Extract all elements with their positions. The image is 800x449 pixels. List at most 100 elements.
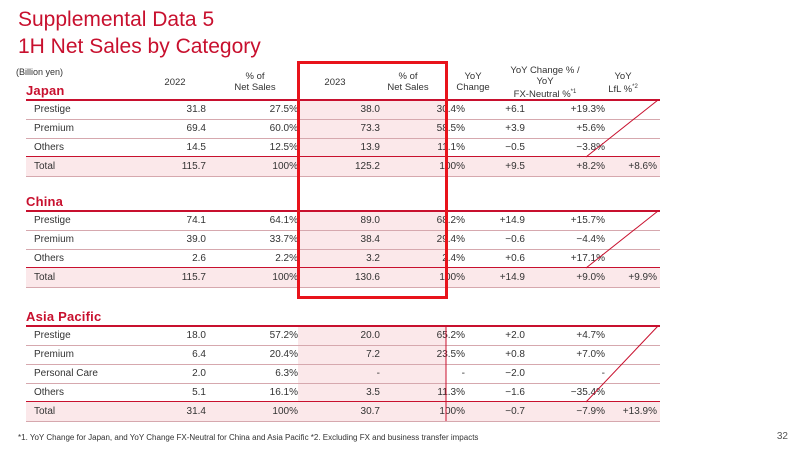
row-label: Personal Care [34, 368, 98, 379]
share-2023: 58.5% [436, 123, 465, 134]
section-title-asia-pacific: Asia Pacific [26, 309, 102, 324]
value-2023: 3.5 [366, 387, 380, 398]
value-2023: 7.2 [366, 349, 380, 360]
share-2022: 60.0% [269, 123, 298, 134]
header-yoy-fx: YoY Change % / YoY FX-Neutral %*1 [510, 65, 580, 101]
header-share-2022: % of Net Sales [234, 71, 276, 93]
table-row: Prestige 31.8 27.5% 38.0 30.4% +6.1 +19.… [26, 100, 660, 119]
value-2023: 38.0 [360, 104, 380, 115]
table-row: Prestige 74.1 64.1% 89.0 68.2% +14.9 +15… [26, 211, 660, 230]
row-divider [26, 345, 660, 346]
row-divider [26, 119, 660, 120]
value-2022: 14.5 [186, 142, 206, 153]
lfl-not-applicable-stroke [585, 210, 659, 269]
table-row: Premium 69.4 60.0% 73.3 58.5% +3.9 +5.6% [26, 119, 660, 138]
unit-label: (Billion yen) [16, 67, 64, 77]
yoy-lfl: +13.9% [622, 406, 657, 417]
lfl-not-applicable-stroke [585, 325, 659, 403]
value-2023: 73.3 [360, 123, 380, 134]
value-2023: 13.9 [360, 142, 380, 153]
share-2023: - [461, 368, 465, 379]
row-label: Total [34, 272, 56, 283]
yoy-fx-neutral: −4.4% [576, 234, 605, 245]
share-2022: 20.4% [269, 349, 298, 360]
row-label: Others [34, 142, 65, 153]
value-2022: 6.4 [192, 349, 206, 360]
yoy-fx-neutral: +15.7% [570, 215, 605, 226]
value-2022: 18.0 [186, 330, 206, 341]
row-divider [26, 421, 660, 422]
yoy-change: −0.6 [505, 234, 525, 245]
yoy-change: +14.9 [499, 215, 525, 226]
value-2022: 31.8 [186, 104, 206, 115]
table-row: Others 5.1 16.1% 3.5 11.3% −1.6 −35.4% [26, 383, 660, 402]
section-title-china: China [26, 194, 64, 209]
share-2022: 100% [272, 161, 298, 172]
section-rule [26, 325, 660, 327]
value-2023: 130.6 [354, 272, 380, 283]
share-2022: 6.3% [275, 368, 298, 379]
row-divider [26, 364, 660, 365]
table-row: Premium 6.4 20.4% 7.2 23.5% +0.8 +7.0% [26, 345, 660, 364]
share-2022: 64.1% [269, 215, 298, 226]
table-row: Others 14.5 12.5% 13.9 11.1% −0.5 −3.8% [26, 138, 660, 157]
value-2022: 74.1 [186, 215, 206, 226]
share-2023: 65.2% [436, 330, 465, 341]
yoy-lfl: +8.6% [628, 161, 657, 172]
value-2023: 89.0 [360, 215, 380, 226]
share-2022: 12.5% [269, 142, 298, 153]
value-2023: 20.0 [360, 330, 380, 341]
yoy-change: −2.0 [505, 368, 525, 379]
row-divider [26, 383, 660, 384]
share-2023: 68.2% [436, 215, 465, 226]
yoy-change: +3.9 [505, 123, 525, 134]
share-2023: 100% [439, 272, 465, 283]
share-2022: 33.7% [269, 234, 298, 245]
share-2023: 11.3% [437, 387, 465, 398]
row-divider [26, 287, 660, 288]
value-2022: 115.7 [181, 161, 206, 172]
value-2022: 39.0 [186, 234, 206, 245]
share-2022: 16.1% [269, 387, 298, 398]
share-2022: 100% [272, 406, 298, 417]
value-2022: 2.6 [192, 253, 206, 264]
value-2023: 125.2 [354, 161, 380, 172]
yoy-change: +0.8 [505, 349, 525, 360]
page-number: 32 [776, 431, 788, 442]
yoy-fx-neutral: +8.2% [576, 161, 605, 172]
row-label: Prestige [34, 330, 71, 341]
share-2023: 2.4% [442, 253, 465, 264]
table-row: Personal Care 2.0 6.3% - - −2.0 - [26, 364, 660, 383]
yoy-fx-neutral: +4.7% [576, 330, 605, 341]
table-row: Prestige 18.0 57.2% 20.0 65.2% +2.0 +4.7… [26, 326, 660, 345]
yoy-fx-neutral: - [601, 368, 605, 379]
header-2023: 2023 [324, 77, 346, 88]
header-yoy-change: YoY Change [456, 71, 490, 93]
value-2023: 38.4 [360, 234, 380, 245]
highlight-frame-2023 [297, 61, 448, 299]
section-rule [26, 99, 660, 101]
value-2022: 31.4 [186, 406, 206, 417]
yoy-lfl: +9.9% [628, 272, 657, 283]
slide-subtitle: 1H Net Sales by Category [18, 35, 261, 58]
share-2022: 2.2% [275, 253, 298, 264]
row-divider [26, 176, 660, 177]
share-2023: 23.5% [436, 349, 465, 360]
yoy-fx-neutral: −35.4% [570, 387, 605, 398]
total-row: Total 31.4 100% 30.7 100% −0.7 −7.9% +13… [26, 402, 660, 421]
yoy-change: +6.1 [505, 104, 525, 115]
value-2022: 115.7 [181, 272, 206, 283]
value-2022: 69.4 [186, 123, 206, 134]
slide-title: Supplemental Data 5 [18, 8, 215, 31]
row-label: Others [34, 253, 65, 264]
table-row: Others 2.6 2.2% 3.2 2.4% +0.6 +17.1% [26, 249, 660, 268]
yoy-change: +14.9 [499, 272, 525, 283]
value-2022: 2.0 [192, 368, 206, 379]
share-2023: 11.1% [437, 142, 465, 153]
row-label: Prestige [34, 215, 71, 226]
row-label: Prestige [34, 104, 71, 115]
lfl-not-applicable-stroke [585, 99, 659, 158]
share-2023: 30.4% [436, 104, 465, 115]
yoy-fx-neutral: +5.6% [576, 123, 605, 134]
yoy-change: −0.5 [505, 142, 525, 153]
